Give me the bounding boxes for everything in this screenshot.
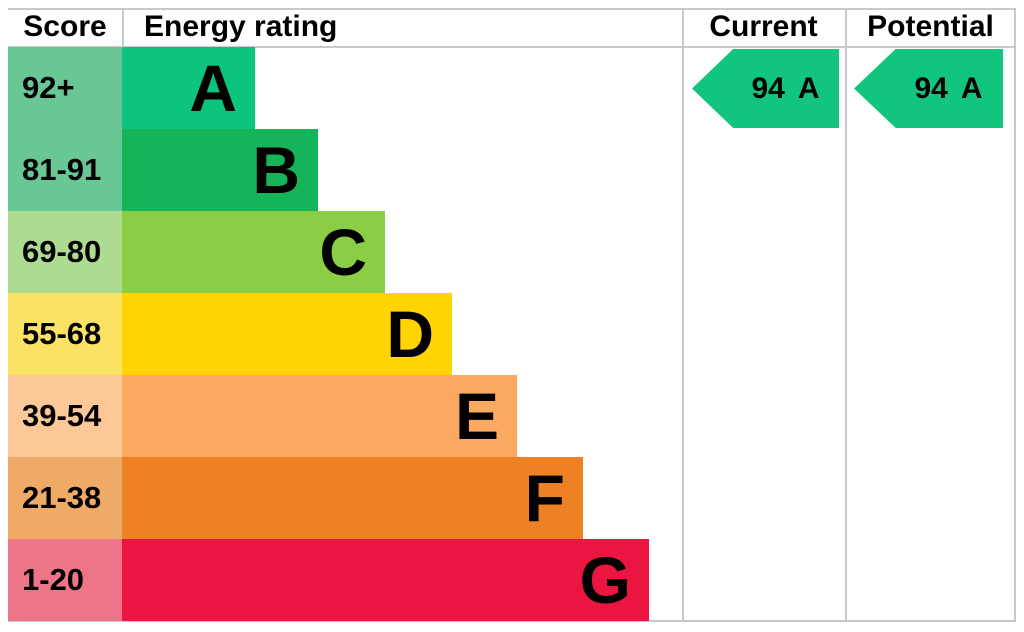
current-rating-arrow: 94 A [692, 49, 839, 128]
band-bar-b: B [122, 129, 318, 211]
band-letter-e: E [454, 379, 499, 453]
band-row-a: 92+ A [8, 47, 255, 129]
score-column-divider [122, 8, 124, 47]
band-row-b: 81-91 B [8, 129, 318, 211]
potential-rating-text: 94 A [914, 72, 982, 106]
potential-score-value: 94 [914, 71, 948, 105]
score-column-header: Score [23, 10, 107, 43]
header-bottom-border [8, 46, 1016, 48]
score-range-g: 1-20 [8, 539, 122, 621]
table-right-border [1014, 8, 1016, 621]
potential-rating-arrow: 94 A [854, 49, 1003, 128]
energy-rating-column-header: Energy rating [144, 10, 338, 43]
score-range-d: 55-68 [8, 293, 122, 375]
table-top-border [8, 8, 1016, 10]
current-band-letter: A [797, 71, 820, 105]
band-row-d: 55-68 D [8, 293, 452, 375]
band-bar-d: D [122, 293, 452, 375]
band-row-f: 21-38 F [8, 457, 583, 539]
potential-column-divider [845, 8, 847, 621]
band-bar-f: F [122, 457, 583, 539]
band-bar-e: E [122, 375, 517, 457]
current-score-value: 94 [751, 71, 785, 105]
potential-band-letter: A [960, 71, 983, 105]
score-range-a: 92+ [8, 47, 122, 129]
current-column-header: Current [709, 10, 818, 43]
score-range-c: 69-80 [8, 211, 122, 293]
band-letter-g: G [579, 543, 631, 617]
score-range-e: 39-54 [8, 375, 122, 457]
potential-column-header: Potential [867, 10, 994, 43]
band-row-e: 39-54 E [8, 375, 517, 457]
band-bar-g: G [122, 539, 649, 621]
band-letter-f: F [524, 461, 565, 535]
band-row-c: 69-80 C [8, 211, 385, 293]
band-bar-c: C [122, 211, 385, 293]
band-row-g: 1-20 G [8, 539, 649, 621]
band-letter-a: A [189, 51, 237, 125]
score-range-b: 81-91 [8, 129, 122, 211]
current-rating-text: 94 A [751, 72, 819, 106]
band-letter-b: B [252, 133, 300, 207]
band-letter-c: C [319, 215, 367, 289]
band-letter-d: D [386, 297, 434, 371]
score-range-f: 21-38 [8, 457, 122, 539]
table-bottom-border [8, 620, 1016, 622]
current-column-divider [682, 8, 684, 621]
band-bar-a: A [122, 47, 255, 129]
